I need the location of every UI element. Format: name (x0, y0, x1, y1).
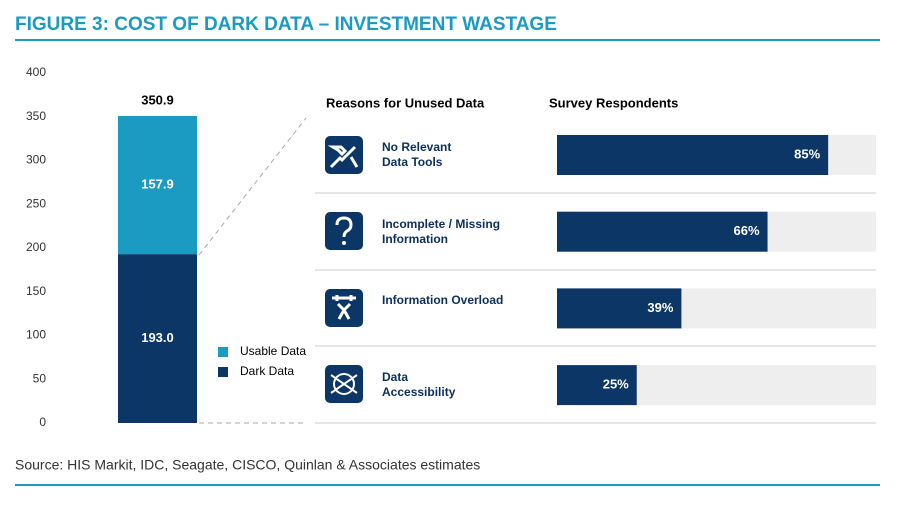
value-label: 157.9 (141, 176, 174, 191)
legend-swatch (218, 347, 228, 357)
bar (557, 211, 768, 252)
category-label: Incomplete / Missing Information (382, 216, 501, 246)
y-tick-label: 250 (26, 196, 46, 210)
icon-tools (325, 136, 363, 174)
legend-swatch (218, 367, 228, 377)
bar (557, 288, 682, 329)
y-tick-label: 0 (39, 415, 46, 429)
column-header: Survey Respondents (549, 95, 678, 110)
column-header: Reasons for Unused Data (326, 95, 485, 110)
category-label: No Relevant Data Tools (382, 140, 452, 169)
icon-overload (325, 289, 363, 327)
y-tick-label: 300 (26, 153, 46, 167)
source-note: Source: HIS Markit, IDC, Seagate, CISCO,… (15, 457, 480, 473)
value-label: 85% (794, 146, 820, 161)
total-label: 350.9 (141, 92, 174, 107)
icon-access (325, 365, 363, 403)
value-label: 39% (647, 300, 673, 315)
y-tick-label: 50 (33, 371, 47, 385)
value-label: 25% (603, 377, 629, 392)
y-tick-label: 400 (26, 65, 46, 79)
bar (557, 135, 829, 175)
value-label: 66% (734, 223, 760, 238)
value-label: 193.0 (141, 330, 174, 345)
y-tick-label: 150 (26, 284, 46, 298)
bar (557, 365, 637, 406)
category-label: Information Overload (382, 293, 504, 308)
legend-label: Usable Data (240, 344, 306, 358)
category-label: Data Accessibility (382, 370, 456, 400)
bar-segment (118, 115, 197, 255)
icon-question (325, 212, 363, 250)
bar-segment (118, 254, 197, 423)
y-tick-label: 350 (26, 109, 46, 123)
y-tick-label: 100 (26, 328, 46, 342)
y-tick-label: 200 (26, 240, 46, 254)
connector (198, 117, 307, 256)
legend-label: Dark Data (240, 364, 294, 378)
figure-title: FIGURE 3: COST OF DARK DATA – INVESTMENT… (15, 14, 557, 35)
